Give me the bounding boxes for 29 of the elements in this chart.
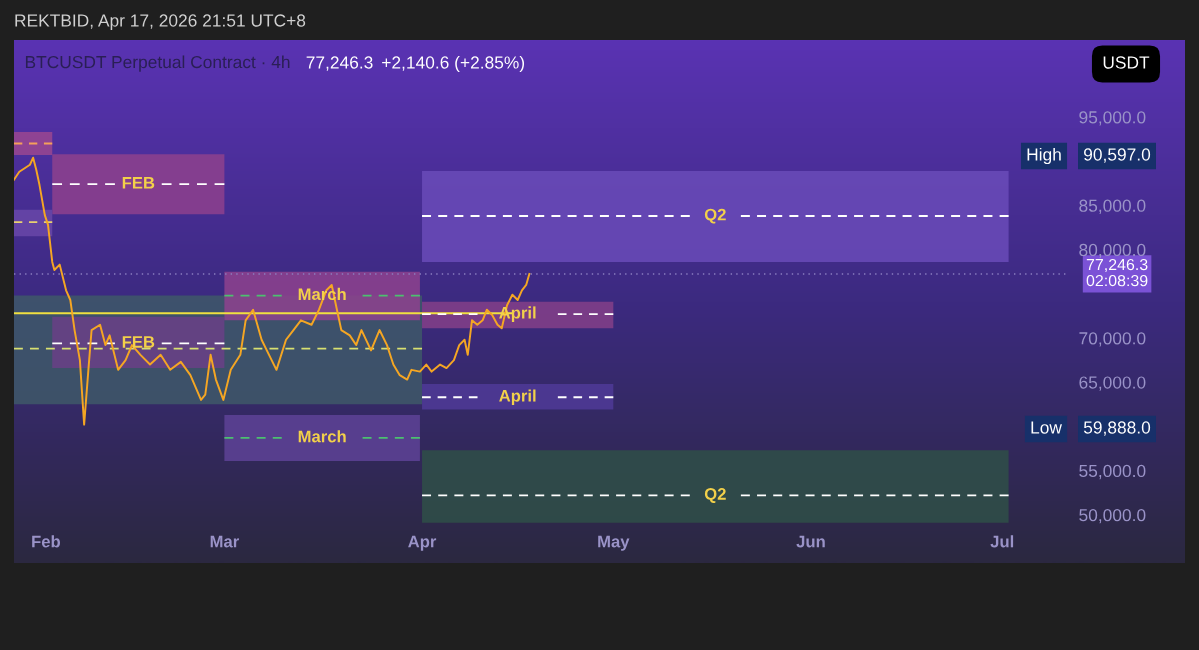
x-tick-label: Jun — [796, 535, 825, 548]
x-tick-label: Feb — [32, 535, 61, 548]
series-label: Q2 — [704, 208, 726, 224]
annotation: +2,140.6 (+2.85%) — [382, 55, 525, 73]
y-tick-label: 50,000.0 — [1079, 508, 1146, 524]
y-tick-label: 55,000.0 — [1079, 464, 1146, 480]
y-tick-label: 85,000.0 — [1079, 199, 1146, 214]
annotation: Low — [1031, 421, 1062, 434]
annotation: 90,597.0 — [1084, 148, 1151, 163]
text: BTCUSDT Perpetual Contract · 4h — [25, 55, 290, 72]
series-label: March — [298, 430, 346, 443]
y-tick-label: 80,000.0 — [1079, 243, 1146, 259]
y-tick-label: 65,000.0 — [1079, 376, 1146, 391]
annotation: 59,888.0 — [1083, 421, 1151, 436]
x-tick-label: Mar — [210, 535, 239, 548]
series-label: Q2 — [704, 488, 726, 503]
ref-line-label: 77,246.3 02:08:39 — [1086, 258, 1148, 287]
series-label: April — [499, 389, 536, 406]
annotation: 77,246.3 — [306, 56, 373, 71]
x-tick-label: Jul — [990, 535, 1014, 548]
y-tick-label: 95,000.0 — [1079, 111, 1146, 126]
series-label: FEB — [122, 336, 155, 348]
annotation: High — [1027, 147, 1061, 165]
annotation: USDT — [1103, 56, 1150, 69]
y-tick-label: 70,000.0 — [1079, 332, 1146, 347]
series-label: FEB — [122, 177, 155, 189]
x-tick-label: Apr — [408, 535, 437, 551]
text: REKTBID, Apr 17, 2026 21:51 UTC+8 — [15, 14, 306, 31]
x-tick-label: May — [598, 535, 630, 551]
